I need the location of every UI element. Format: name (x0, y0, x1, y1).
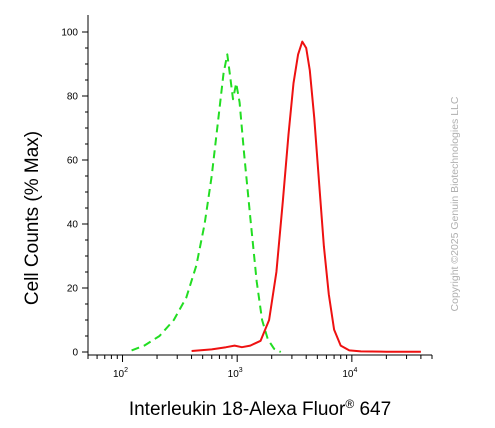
y-tick-label: 100 (61, 28, 78, 39)
x-tick-base: 10 (228, 369, 240, 380)
x-tick-base: 10 (342, 369, 354, 380)
x-tick-label: 102 (113, 367, 128, 380)
y-ticks: 0 20 40 60 80 100 (61, 28, 88, 359)
y-tick-label: 80 (67, 92, 79, 103)
x-tick-exponent: 2 (124, 367, 128, 374)
series-layer (131, 40, 421, 353)
series-control-line (131, 53, 282, 353)
y-tick-label: 20 (67, 284, 79, 295)
x-tick-exponent: 4 (353, 367, 357, 374)
x-axis-label-main: Interleukin 18-Alexa Fluor (129, 399, 346, 420)
y-tick-label: 40 (67, 220, 79, 231)
y-tick-label: 60 (67, 156, 79, 167)
x-tick-exponent: 3 (239, 367, 243, 374)
axes (87, 15, 432, 356)
series-stained-line (191, 40, 421, 353)
x-axis-label: Interleukin 18-Alexa Fluor® 647 (129, 397, 391, 420)
copyright-watermark: Copyright ©2025 Genuin Biotechnologies L… (449, 96, 461, 311)
y-tick-label: 0 (72, 348, 78, 359)
x-tick-base: 10 (113, 369, 125, 380)
x-tick-label: 103 (228, 367, 243, 380)
x-ticks: 102 103 104 (87, 355, 433, 380)
x-axis-label-tail: 647 (354, 399, 391, 420)
y-axis-label: Cell Counts (% Max) (22, 131, 43, 305)
x-axis-label-sup: ® (345, 397, 354, 411)
x-tick-label: 104 (342, 367, 357, 380)
